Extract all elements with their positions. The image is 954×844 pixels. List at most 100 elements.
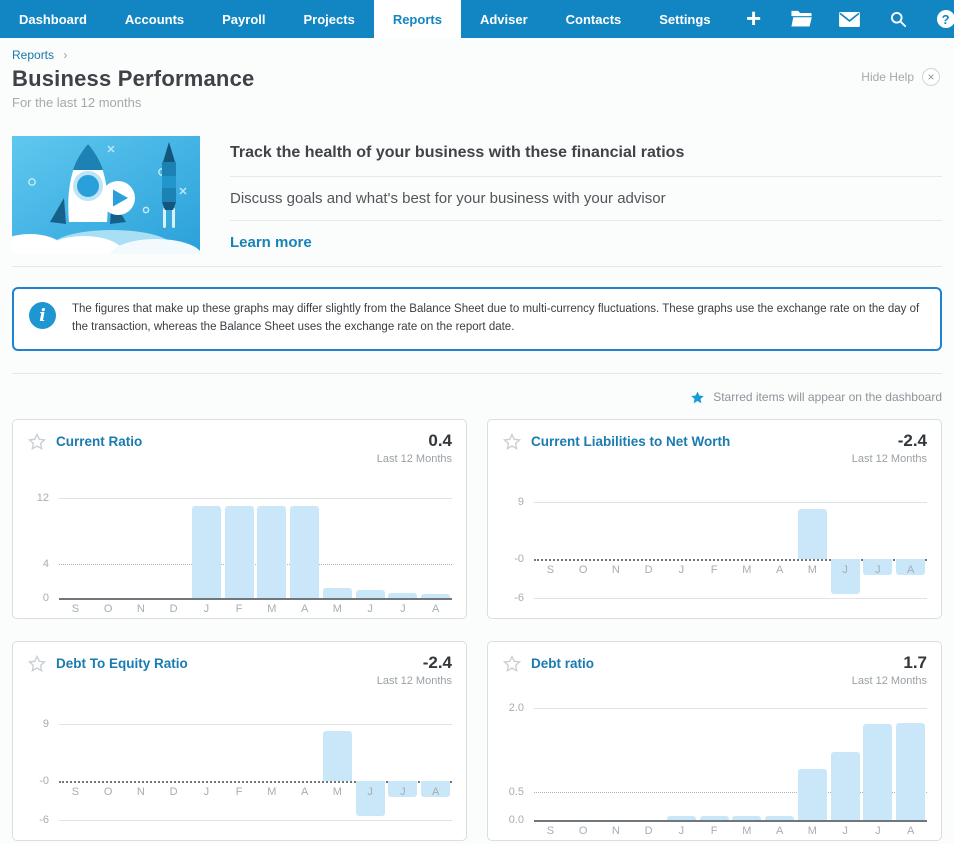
nav-item-reports[interactable]: Reports [373,0,461,38]
x-axis-tick-label: J [875,824,881,837]
search-icon[interactable] [874,9,922,29]
x-axis-tick-label: J [367,786,373,799]
x-axis-tick-label: D [169,602,178,615]
metric-period: Last 12 Months [851,674,927,687]
help-icon[interactable]: ? [922,10,954,28]
x-axis-tick-label: A [300,786,309,799]
nav-item-dashboard[interactable]: Dashboard [19,11,87,27]
chart-bar[interactable] [290,505,320,598]
card-title-link[interactable]: Debt ratio [531,655,595,671]
gridline [59,723,452,725]
x-axis-tick-label: M [807,564,817,577]
card-title-link[interactable]: Current Ratio [56,433,143,449]
x-axis-tick-label: O [103,602,113,615]
x-axis-tick-label: S [546,824,555,837]
x-axis-tick-label: N [611,564,620,577]
chart-bar[interactable] [765,815,795,820]
x-axis-tick-label: J [400,786,406,799]
star-icon[interactable] [502,432,522,452]
x-axis-tick-label: D [644,824,653,837]
chart-bar[interactable] [666,815,696,820]
play-icon[interactable] [101,181,135,215]
chart-bar[interactable] [896,723,926,820]
nav-item-accounts[interactable]: Accounts [124,11,185,27]
close-icon[interactable]: × [922,68,940,86]
page-subtitle: For the last 12 months [12,95,142,110]
y-axis-tick-label: 0 [42,591,49,604]
y-axis-tick-label: -0 [39,775,49,788]
x-axis-tick-label: M [742,824,752,837]
chart-bar[interactable] [388,592,418,598]
gridline [59,597,452,600]
star-icon[interactable] [502,654,522,674]
chart-bar[interactable] [322,730,352,782]
y-axis-tick-label: -6 [514,591,524,604]
help-banner-text: Track the health of your business with t… [230,136,942,254]
x-axis-tick-label: J [842,824,848,837]
gridline [59,564,452,566]
chart-bar[interactable] [830,559,860,595]
x-axis-tick-label: S [546,564,555,577]
page-title: Business Performance [12,66,255,91]
x-axis-tick-label: S [71,786,80,799]
chart-bar[interactable] [863,724,893,820]
star-icon[interactable] [27,432,47,452]
x-axis-tick-label: O [578,824,588,837]
top-navigation: Dashboard Accounts Payroll Projects Repo… [0,0,954,38]
chart-bar[interactable] [863,559,893,575]
chart-bar[interactable] [355,590,385,598]
chart-bar[interactable] [388,781,418,797]
video-thumbnail[interactable] [0,136,202,273]
card-debt-to-equity-ratio: Debt To Equity Ratio -2.4 Last 12 Months… [12,640,467,841]
chart-bar[interactable] [224,505,254,598]
info-banner: i The figures that make up these graphs … [12,287,942,351]
card-current-ratio: Current Ratio 0.4 Last 12 Months 12 4 0 S O… [12,418,467,619]
chart-bar[interactable] [699,815,729,820]
chart-bar[interactable] [355,781,385,817]
chart-bar[interactable] [191,505,221,598]
nav-item-settings[interactable]: Settings [659,11,711,27]
help-banner-body: Discuss goals and what's best for your b… [230,177,942,221]
nav-item-contacts[interactable]: Contacts [565,11,622,27]
help-banner: Track the health of your business with t… [0,136,942,273]
x-axis-tick-label: O [103,786,113,799]
nav-item-payroll[interactable]: Payroll [222,11,266,27]
chart-bar[interactable] [257,505,287,598]
chart-bar[interactable] [896,559,926,575]
card-title-link[interactable]: Current Liabilities to Net Worth [531,433,731,449]
learn-more-link[interactable]: Learn more [230,234,312,251]
x-axis-tick-label: O [578,564,588,577]
card-title-link[interactable]: Debt To Equity Ratio [56,655,188,671]
y-axis-tick-label: 0.5 [508,785,524,798]
x-axis-tick-label: F [710,564,718,577]
chart-bar[interactable] [421,594,451,598]
star-icon[interactable] [27,654,47,674]
chart-bar[interactable] [797,769,827,820]
chart-bar[interactable] [322,588,352,598]
breadcrumb-separator-icon: › [63,48,68,62]
x-axis-tick-label: A [775,824,784,837]
x-axis-tick-label: D [169,786,178,799]
bar-chart: 12 4 0 S O N D J F M A M J J A [25,492,452,615]
chart-bar[interactable] [797,508,827,560]
x-axis-tick-label: J [678,824,685,837]
nav-item-adviser[interactable]: Adviser [479,11,528,27]
breadcrumb-reports-link[interactable]: Reports [12,48,55,62]
plus-icon[interactable]: + [745,2,762,33]
nav-item-projects[interactable]: Projects [303,11,355,27]
x-axis-tick-label: M [332,602,342,615]
hide-help-label[interactable]: Hide Help [861,70,914,84]
x-axis-tick-label: M [267,602,277,615]
mail-icon[interactable] [826,11,874,28]
card-debt-ratio: Debt ratio 1.7 Last 12 Months 2.0 0.5 0.0 … [487,640,942,841]
folder-icon[interactable] [778,9,826,29]
x-axis-tick-label: D [644,564,653,577]
chart-bar[interactable] [421,781,451,797]
breadcrumb: Reports › [12,48,942,62]
metric-value: 1.7 [903,652,927,672]
gridline [534,791,927,793]
card-current-liabilities-to-net-worth: Current Liabilities to Net Worth -2.4 La… [487,418,942,619]
section-divider [12,372,942,374]
chart-bar[interactable] [830,752,860,820]
chart-bar[interactable] [732,815,762,820]
